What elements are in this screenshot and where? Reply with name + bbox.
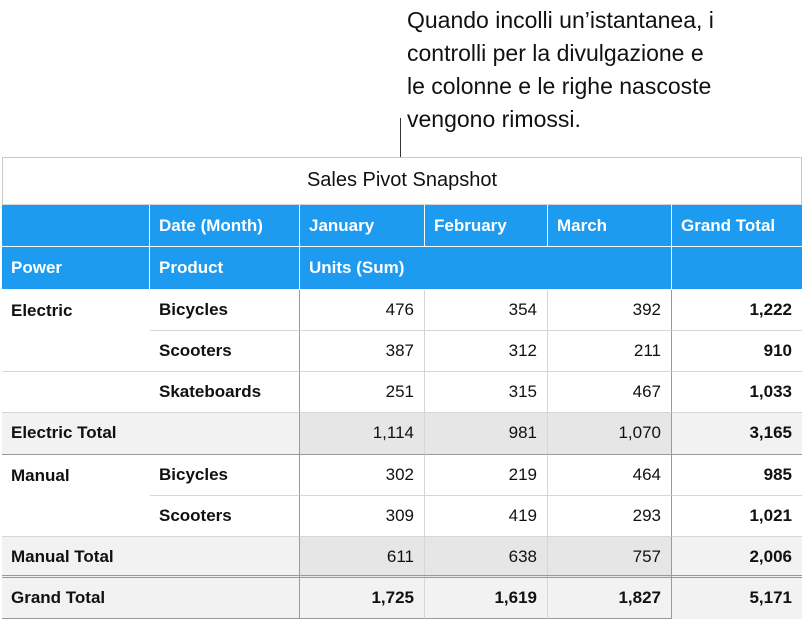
grand-total-rule [2, 574, 802, 578]
row-total: 5,171 [672, 577, 802, 619]
table-title: Sales Pivot Snapshot [2, 157, 802, 205]
value-cell: 419 [425, 495, 548, 537]
total-label: Grand Total [2, 577, 300, 619]
value-cell: 211 [548, 331, 672, 373]
total-label: Electric Total [2, 413, 300, 455]
row-total: 1,033 [672, 372, 802, 414]
product-cell: Bicycles [150, 454, 300, 496]
power-cell: Electric [2, 290, 150, 332]
value-cell: 309 [300, 495, 425, 537]
month-header: March [548, 205, 672, 247]
value-cell: 467 [548, 372, 672, 414]
row-total: 1,021 [672, 495, 802, 537]
value-cell: 476 [300, 290, 425, 332]
callout-text: Quando incolli un’istantanea, i [407, 7, 714, 33]
row-total: 985 [672, 454, 802, 496]
total-header: Grand Total [672, 205, 802, 247]
value-cell: 757 [548, 536, 672, 578]
value-cell: 251 [300, 372, 425, 414]
product-cell: Bicycles [150, 290, 300, 332]
power-cell [2, 495, 150, 537]
product-cell: Scooters [150, 331, 300, 373]
product-cell: Scooters [150, 495, 300, 537]
value-cell: 981 [425, 413, 548, 455]
row-total: 910 [672, 331, 802, 373]
header-cell [2, 205, 150, 247]
value-cell: 1,827 [548, 577, 672, 619]
row-header: Power [2, 247, 150, 290]
value-cell: 315 [425, 372, 548, 414]
callout-text: controlli per la divulgazione e [407, 40, 704, 66]
leader-line [400, 118, 401, 158]
header-cell [672, 247, 802, 290]
value-cell: 354 [425, 290, 548, 332]
month-header: February [425, 205, 548, 247]
value-cell: 611 [300, 536, 425, 578]
value-cell: 293 [548, 495, 672, 537]
product-cell: Skateboards [150, 372, 300, 414]
row-total: 1,222 [672, 290, 802, 332]
value-cell: 1,070 [548, 413, 672, 455]
callout-text: vengono rimossi. [407, 106, 581, 132]
value-cell: 638 [425, 536, 548, 578]
row-total: 2,006 [672, 536, 802, 578]
header-cell: Date (Month) [150, 205, 300, 247]
month-header: January [300, 205, 425, 247]
row-header: Product [150, 247, 300, 290]
value-cell: 387 [300, 331, 425, 373]
power-cell: Manual [2, 454, 150, 496]
value-cell: 312 [425, 331, 548, 373]
power-cell [2, 372, 150, 414]
power-cell [2, 331, 150, 373]
measure-header: Units (Sum) [300, 247, 672, 290]
value-cell: 1,725 [300, 577, 425, 619]
value-cell: 464 [548, 454, 672, 496]
value-cell: 219 [425, 454, 548, 496]
callout-text: le colonne e le righe nascoste [407, 73, 712, 99]
value-cell: 392 [548, 290, 672, 332]
row-total: 3,165 [672, 413, 802, 455]
total-label: Manual Total [2, 536, 300, 578]
value-cell: 302 [300, 454, 425, 496]
value-cell: 1,114 [300, 413, 425, 455]
value-cell: 1,619 [425, 577, 548, 619]
